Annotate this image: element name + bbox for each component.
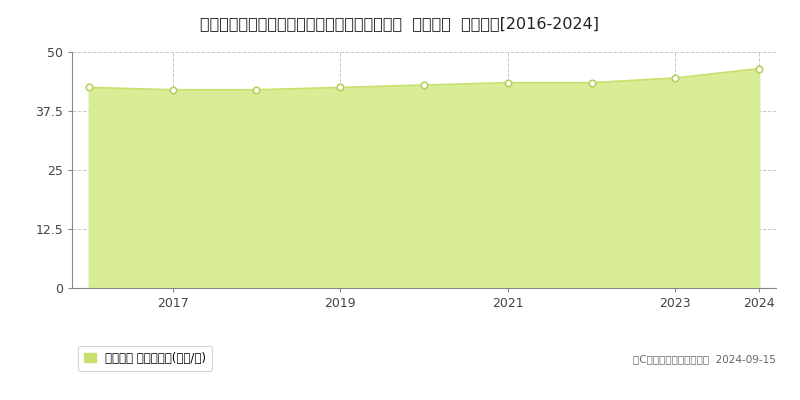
Point bbox=[502, 80, 514, 86]
Point bbox=[166, 86, 179, 93]
Point bbox=[586, 80, 598, 86]
Text: （C）土地価格ドットコム  2024-09-15: （C）土地価格ドットコム 2024-09-15 bbox=[633, 354, 776, 364]
Point bbox=[669, 75, 682, 81]
Point bbox=[334, 84, 346, 90]
Legend: 地価公示 平均坤単価(万円/坤): 地価公示 平均坤単価(万円/坤) bbox=[78, 346, 212, 371]
Point bbox=[753, 65, 766, 72]
Text: 千葉県松戸市小金きよしケ丘３丁目１６番１外  地価公示  地価推移[2016-2024]: 千葉県松戸市小金きよしケ丘３丁目１６番１外 地価公示 地価推移[2016-202… bbox=[201, 16, 599, 31]
Point bbox=[82, 84, 95, 90]
Point bbox=[418, 82, 430, 88]
Point bbox=[250, 86, 262, 93]
